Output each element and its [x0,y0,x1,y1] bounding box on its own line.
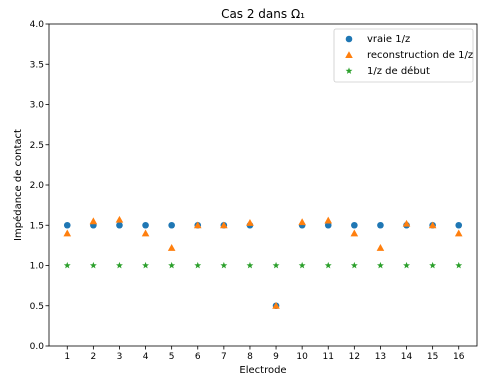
initial-value-point [63,261,71,269]
reconstruction-point [402,219,411,227]
x-tick-label: 16 [453,352,465,362]
x-tick-label: 10 [296,352,308,362]
reconstruction-point [428,221,437,229]
legend-marker-reconstruction [345,51,353,59]
legend-box [333,28,474,83]
y-tick-label: 2.5 [30,141,44,151]
initial-value-point [142,261,149,269]
legend-label-debut: 1/z de début [367,65,430,77]
x-tick-label: 4 [143,352,149,362]
initial-value-point [194,261,202,269]
initial-value-point [429,261,437,269]
reconstruction-point [193,221,202,229]
true-value-point [63,221,71,229]
legend-marker-debut [345,67,353,74]
reconstruction-point [167,243,176,251]
true-value-point [455,221,463,229]
x-tick-label: 6 [195,352,201,362]
y-tick-label: 0.0 [30,342,45,352]
x-tick-label: 8 [247,352,253,362]
data-points [63,215,463,310]
x-tick-label: 13 [375,352,386,362]
reconstruction-point [246,219,254,226]
true-value-point [351,221,358,229]
x-tick-label: 5 [169,352,175,362]
legend-label-reconstruction: reconstruction de 1/z [367,50,473,61]
chart-title: Cas 2 dans Ω₁ [221,7,305,21]
legend-label-vraie: vraie 1/z [367,34,410,45]
true-value-point [324,221,332,229]
initial-value-point [168,261,176,269]
reconstruction-point [454,229,463,237]
reconstruction-point [63,229,72,237]
x-tick-label: 15 [427,352,438,362]
x-tick-label: 9 [273,352,279,362]
initial-value-point [350,261,358,269]
reconstruction-point [376,243,385,251]
initial-value-point [377,261,384,269]
x-tick-label: 14 [401,352,413,362]
reconstruction-point [141,229,150,237]
x-tick-label: 1 [64,352,70,362]
y-tick-label: 1.0 [30,262,45,272]
initial-value-point [455,261,463,269]
x-axis-label: Electrode [239,365,286,376]
reconstruction-point [115,215,124,223]
x-tick-label: 2 [90,352,96,362]
legend-markers [345,35,353,74]
initial-value-point [298,261,306,269]
true-value-point [142,221,149,229]
initial-value-point [89,261,97,269]
y-axis-ticks: 0.0 0.5 1.0 1.5 2.0 2.5 3.0 3.5 4.0 [30,20,49,352]
initial-value-point [220,261,228,269]
reconstruction-point [324,216,333,224]
y-tick-label: 3.5 [30,60,44,70]
legend-marker-vraie [345,35,353,43]
reconstruction-point [350,229,359,237]
true-value-point [377,221,384,229]
reconstruction-point [298,218,306,226]
initial-value-point [403,261,410,269]
y-axis-label: Impédance de contact [12,129,24,241]
x-tick-label: 12 [349,352,360,362]
reconstruction-point [89,217,98,225]
initial-value-point [272,261,280,269]
y-tick-label: 4.0 [30,20,45,30]
initial-value-point [116,261,123,269]
y-tick-label: 3.0 [30,101,45,111]
true-value-point [116,221,123,229]
x-tick-label: 7 [221,352,227,362]
x-tick-label: 3 [117,352,123,362]
reconstruction-point [220,221,228,229]
y-tick-label: 1.5 [30,221,44,231]
reconstruction-point [272,301,280,309]
y-tick-label: 2.0 [30,181,45,191]
initial-value-point [246,261,254,269]
y-tick-label: 0.5 [30,302,44,312]
true-value-point [168,221,175,229]
legend: vraie 1/z reconstruction de 1/z 1/z de d… [333,28,474,83]
x-axis-ticks: 1 2 3 4 5 6 7 8 9 10 11 12 13 14 15 16 [64,346,465,362]
initial-value-point [324,261,332,269]
x-tick-label: 11 [323,352,334,362]
